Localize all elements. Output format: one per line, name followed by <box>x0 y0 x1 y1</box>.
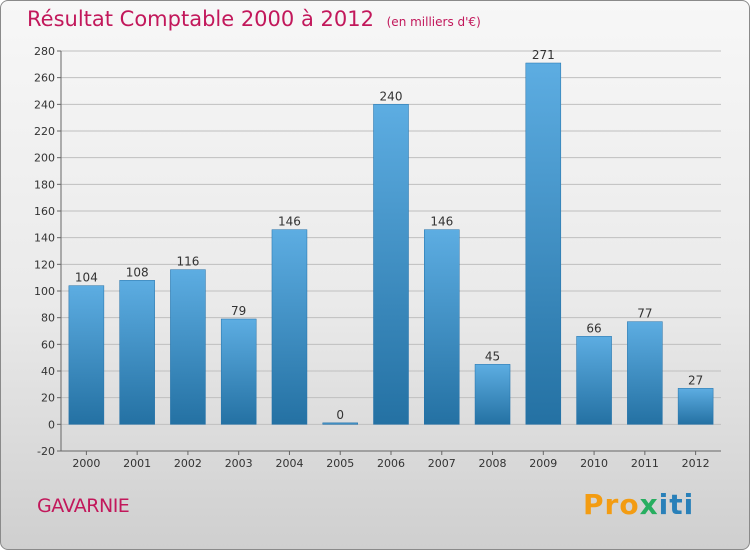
data-label-2002: 116 <box>176 255 199 269</box>
y-tick-label: 180 <box>34 178 55 191</box>
proxiti-logo: Proxiti <box>583 488 695 521</box>
y-tick-label: 280 <box>34 45 55 58</box>
y-tick-label: -20 <box>37 445 55 458</box>
x-tick-label-2009: 2009 <box>529 457 557 470</box>
bar-2006 <box>373 104 409 425</box>
data-label-2005: 0 <box>336 408 344 422</box>
x-tick-label-2011: 2011 <box>631 457 659 470</box>
y-tick-label: 240 <box>34 98 55 111</box>
data-label-2006: 240 <box>380 89 403 103</box>
y-tick-label: 140 <box>34 232 55 245</box>
y-tick-label: 200 <box>34 152 55 165</box>
bar-2004 <box>271 229 308 425</box>
x-tick-label-2001: 2001 <box>123 457 151 470</box>
data-label-2001: 108 <box>126 265 149 279</box>
x-tick-label-2007: 2007 <box>428 457 456 470</box>
y-tick-label: 80 <box>41 312 55 325</box>
bar-2000 <box>68 285 105 425</box>
x-tick-label-2003: 2003 <box>225 457 253 470</box>
x-tick-label-2002: 2002 <box>174 457 202 470</box>
data-label-2011: 77 <box>637 307 652 321</box>
bar-2007 <box>424 229 460 425</box>
x-tick-label-2008: 2008 <box>479 457 507 470</box>
y-tick-label: 120 <box>34 258 55 271</box>
data-label-2004: 146 <box>278 215 301 229</box>
bar-2002 <box>170 269 206 425</box>
data-label-2010: 66 <box>586 321 601 335</box>
data-label-2000: 104 <box>75 271 98 285</box>
chart-title-main: Résultat Comptable 2000 à 2012 <box>27 7 374 31</box>
y-tick-label: 40 <box>41 365 55 378</box>
data-label-2008: 45 <box>485 349 500 363</box>
bar-2001 <box>119 280 155 425</box>
x-tick-label-2004: 2004 <box>275 457 303 470</box>
y-tick-label: 20 <box>41 392 55 405</box>
y-tick-label: 0 <box>48 418 55 431</box>
y-tick-label: 220 <box>34 125 55 138</box>
bar-2008 <box>474 364 511 425</box>
data-label-2003: 79 <box>231 304 246 318</box>
x-tick-label-2005: 2005 <box>326 457 354 470</box>
x-tick-label-2000: 2000 <box>72 457 100 470</box>
y-tick-label: 100 <box>34 285 55 298</box>
bar-2005 <box>322 422 358 425</box>
chart-title: Résultat Comptable 2000 à 2012 (en milli… <box>27 7 481 31</box>
bar-2010 <box>576 336 612 425</box>
bar-2012 <box>677 388 714 425</box>
bar-2011 <box>627 321 663 425</box>
data-label-2009: 271 <box>532 48 555 62</box>
bar-2009 <box>525 62 562 425</box>
bar-2003 <box>220 318 257 425</box>
commune-name: GAVARNIE <box>37 495 130 517</box>
y-tick-label: 60 <box>41 338 55 351</box>
data-label-2007: 146 <box>430 215 453 229</box>
x-tick-label-2010: 2010 <box>580 457 608 470</box>
y-tick-label: 260 <box>34 72 55 85</box>
data-label-2012: 27 <box>688 373 703 387</box>
x-tick-label-2006: 2006 <box>377 457 405 470</box>
x-tick-label-2012: 2012 <box>682 457 710 470</box>
chart-title-unit: (en milliers d'€) <box>386 15 481 29</box>
y-tick-label: 160 <box>34 205 55 218</box>
